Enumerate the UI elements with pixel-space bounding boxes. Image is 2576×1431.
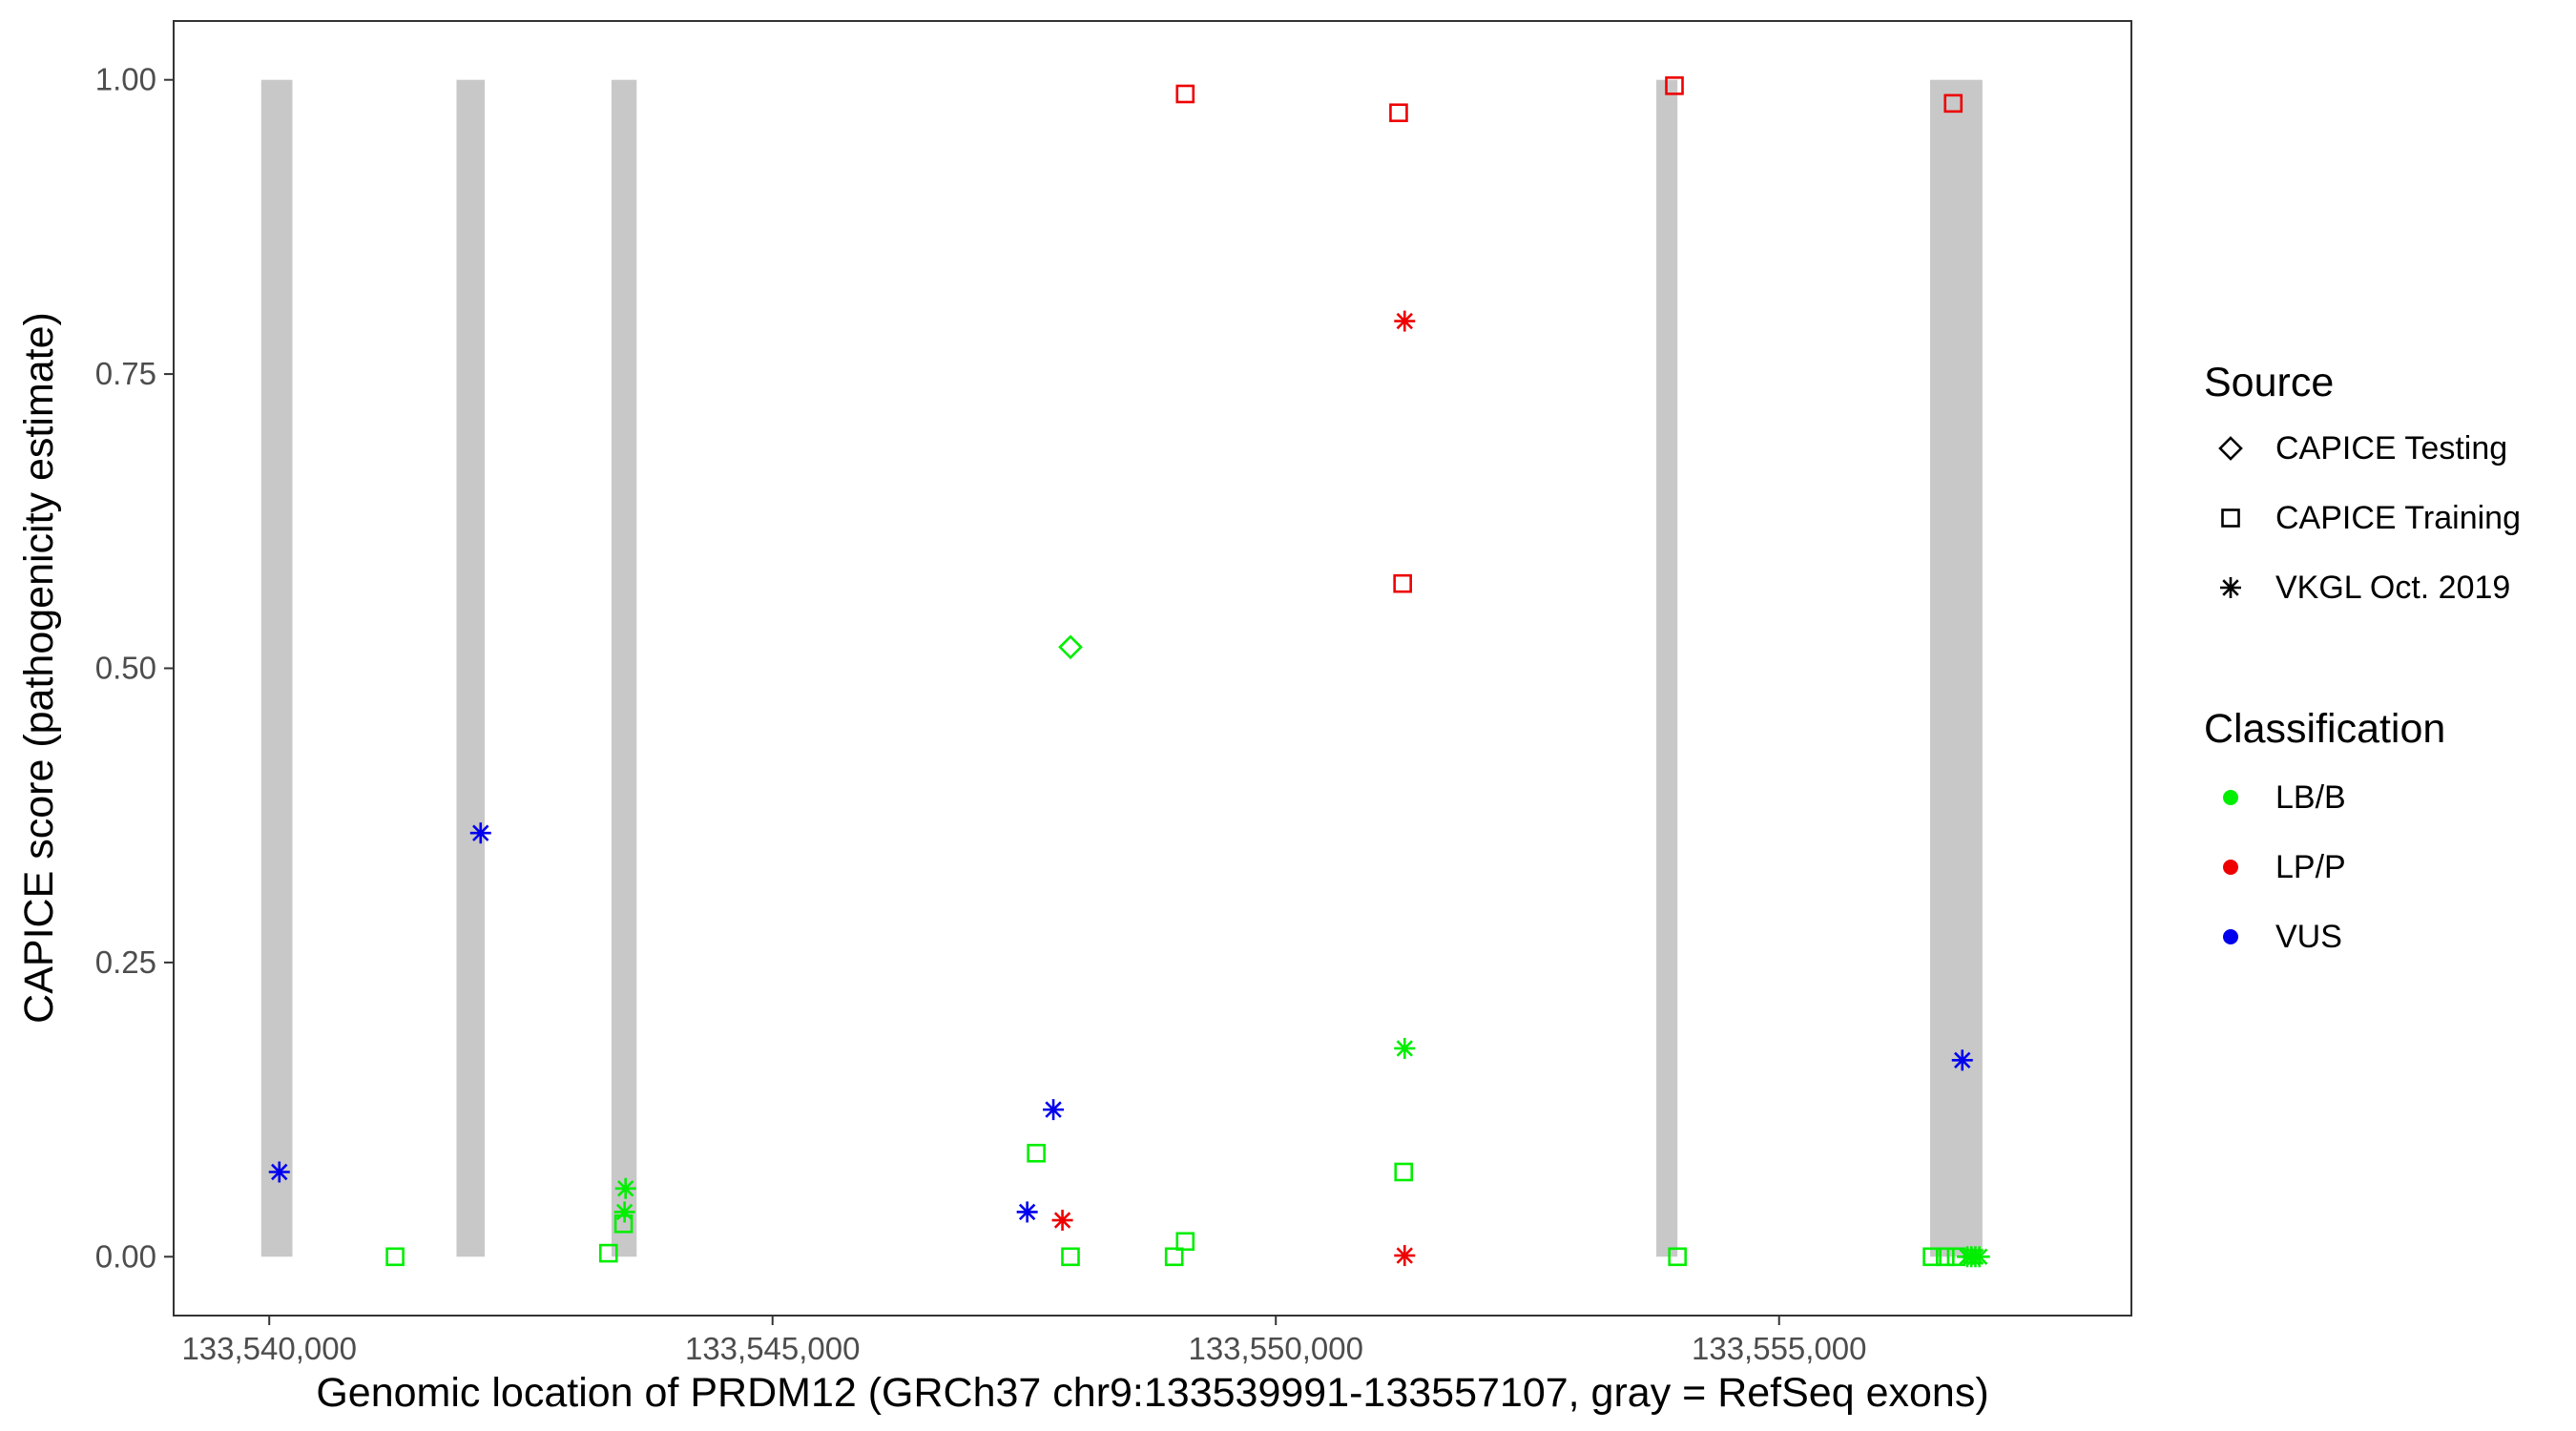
y-tick-label: 0.75 (95, 356, 156, 391)
data-point (1027, 1143, 1046, 1163)
data-point (1394, 310, 1416, 332)
legend-classification-label: LP/P (2275, 849, 2346, 885)
legend-source-label: CAPICE Testing (2275, 430, 2507, 467)
data-point (613, 1201, 635, 1223)
y-tick-label: 0.50 (95, 651, 156, 686)
legend-source: Source CAPICE Testing CAPICE Training VKGL… (2204, 360, 2521, 606)
x-tick-label: 133,555,000 (1692, 1331, 1867, 1366)
data-point (1051, 1210, 1073, 1232)
data-points (268, 76, 1990, 1268)
x-tick-label: 133,550,000 (1188, 1331, 1363, 1366)
data-point (1175, 1232, 1195, 1252)
legend-classification-label: VUS (2275, 919, 2342, 955)
data-point (1665, 76, 1684, 95)
data-point (469, 822, 491, 844)
legend-key-dot (2223, 929, 2238, 944)
plot-panel-border (173, 20, 2132, 1317)
data-point (1058, 634, 1083, 660)
legend-classification-label: LB/B (2275, 779, 2346, 816)
data-point (385, 1247, 405, 1267)
data-point (1943, 93, 1963, 114)
data-point (1951, 1049, 1973, 1071)
data-point (1175, 84, 1195, 104)
legend-source-title: Source (2204, 360, 2334, 405)
data-point (1394, 1037, 1416, 1059)
exon-bar (1929, 79, 1983, 1257)
x-tick-label: 133,545,000 (685, 1331, 861, 1366)
exon-bar (1656, 79, 1678, 1257)
data-point (1936, 1247, 1955, 1267)
legend-source-label: VKGL Oct. 2019 (2275, 570, 2510, 606)
data-point (1922, 1247, 1942, 1267)
data-point (1394, 1245, 1416, 1267)
y-axis-ticks: 0.00 0.25 0.50 0.75 1.00 (95, 62, 174, 1274)
y-tick-label: 0.25 (95, 944, 156, 980)
legend-key-dot (2223, 860, 2238, 875)
data-point (1016, 1201, 1038, 1223)
exon-bar (260, 79, 293, 1257)
y-axis-label: CAPICE score (pathogenicity estimate) (16, 312, 62, 1024)
data-point (1668, 1247, 1687, 1267)
legend-key-square (2221, 508, 2240, 528)
data-point (614, 1177, 636, 1199)
x-axis-ticks: 133,540,000 133,545,000 133,550,000 133,555… (181, 1316, 1867, 1366)
x-tick-label: 133,540,000 (181, 1331, 357, 1366)
legend-classification: Classification LB/B LP/P VUS (2204, 706, 2445, 955)
data-point (1393, 573, 1412, 593)
y-tick-label: 0.00 (95, 1238, 156, 1274)
data-point (1394, 1162, 1414, 1182)
exon-bar (456, 79, 485, 1257)
legend-source-label: CAPICE Training (2275, 500, 2521, 536)
data-point (1389, 103, 1408, 123)
legend-key-diamond (2218, 436, 2243, 461)
y-tick-label: 1.00 (95, 62, 156, 97)
x-axis-label: Genomic location of PRDM12 (GRCh37 chr9:… (316, 1370, 1988, 1416)
legend-key-asterisk (2220, 577, 2241, 598)
data-point (1043, 1099, 1065, 1121)
exon-bar (611, 79, 637, 1257)
data-point (1968, 1246, 1990, 1268)
legend-classification-title: Classification (2204, 706, 2445, 752)
data-point (1061, 1247, 1080, 1267)
legend-key-dot (2223, 790, 2238, 805)
data-point (1164, 1247, 1184, 1267)
data-point (598, 1243, 618, 1263)
data-point (268, 1161, 290, 1183)
